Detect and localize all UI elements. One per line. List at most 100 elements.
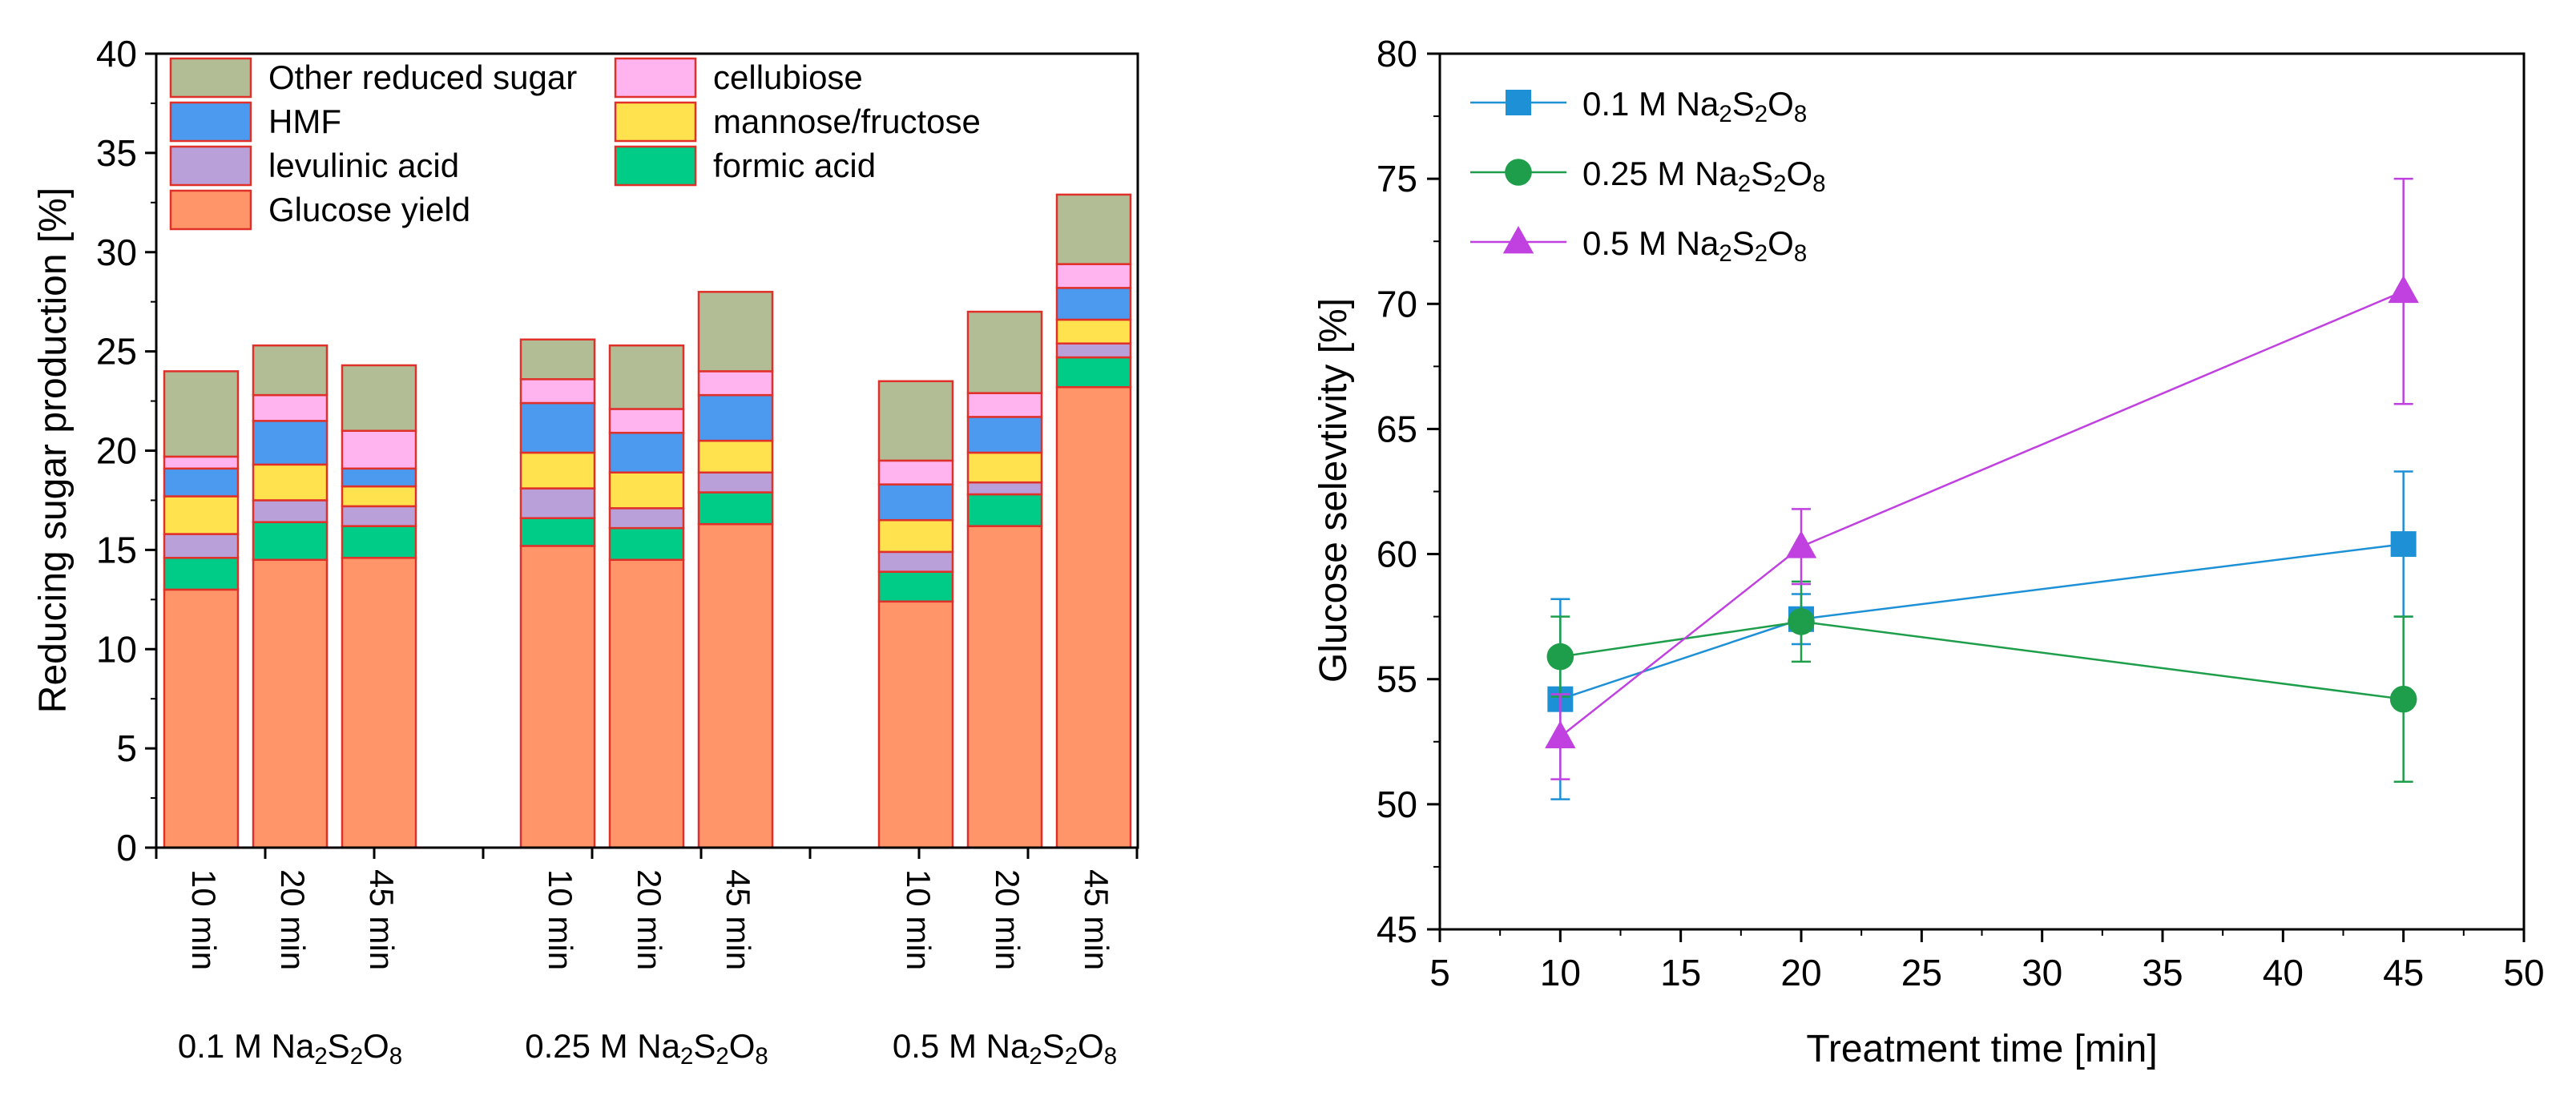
bar-segment-levulinic-acid <box>341 505 417 527</box>
bar-segment-formic-acid <box>877 570 954 603</box>
bar-segment-formic-acid <box>519 517 596 547</box>
x-tick-label: 10 <box>1540 952 1581 993</box>
bar-segment-glucose-yield <box>1055 385 1132 849</box>
subscript-text: 2 <box>1773 171 1786 197</box>
bar-segment-hmf <box>877 483 954 522</box>
bar-segment-cellubiose <box>163 455 240 470</box>
bar-segment-formic-acid <box>966 493 1043 527</box>
subscript-text: 2 <box>1755 101 1768 127</box>
subscript-text: 8 <box>1104 1043 1117 1070</box>
bar-segment-formic-acid <box>341 525 417 559</box>
legend-label: levulinic acid <box>268 147 459 184</box>
subscript-text: 2 <box>716 1043 728 1070</box>
legend: Other reduced sugar cellubiose HMF mannose/… <box>169 57 981 231</box>
series-line <box>1560 620 2404 700</box>
label-text: O <box>1768 224 1794 262</box>
bar-segment-hmf <box>1055 287 1132 321</box>
x-tick-label: 10 min <box>900 869 937 970</box>
data-point-circle <box>1505 159 1532 186</box>
line-chart-glucose-selectivity: 5 10 15 20 25 30 35 40 45 50 45 50 55 60 65 70 75 80 Treat… <box>1312 33 2545 1070</box>
legend-swatch <box>169 57 252 99</box>
bar-segment-other-reduced-sugar <box>608 344 685 410</box>
data-point-triangle <box>1545 720 1576 748</box>
y-tick-label: 70 <box>1377 283 1417 324</box>
bar-segment-other-reduced-sugar <box>697 291 774 373</box>
bar-segment-hmf <box>519 401 596 454</box>
bar-segment-levulinic-acid <box>1055 342 1132 359</box>
label-text: S <box>1732 85 1755 123</box>
bar-segment-mannose-fructose <box>966 451 1043 484</box>
label-text: 0.25 M Na <box>1582 155 1738 192</box>
label-text: S <box>328 1027 350 1065</box>
series-line <box>1559 542 2404 700</box>
group-label: 0.5 M Na2S2O8 <box>893 1027 1117 1070</box>
legend-label: 0.5 M Na2S2O8 <box>1582 224 1807 267</box>
y-tick-label: 35 <box>96 132 137 174</box>
legend-label: 0.25 M Na2S2O8 <box>1582 155 1826 197</box>
bar-segment-mannose-fructose <box>252 463 329 502</box>
subscript-text: 2 <box>314 1043 327 1070</box>
x-tick-label: 45 min <box>720 869 757 970</box>
x-tick-label: 25 <box>1901 952 1942 993</box>
bar-segment-hmf <box>608 431 685 474</box>
label-text: S <box>1751 155 1773 192</box>
label-text: 0.5 M Na <box>1582 224 1719 262</box>
subscript-text: 2 <box>1738 171 1751 197</box>
label-text: S <box>693 1027 716 1065</box>
y-tick-label: 75 <box>1377 158 1417 199</box>
bar-segment-other-reduced-sugar <box>966 310 1043 394</box>
bar-segment-hmf <box>697 393 774 442</box>
x-tick-label: 45 min <box>1078 869 1115 970</box>
label-text: 0.25 M Na <box>525 1027 680 1065</box>
y-tick-label: 5 <box>116 727 137 769</box>
group-label: 0.1 M Na2S2O8 <box>178 1027 402 1070</box>
bar-segment-cellubiose <box>1055 263 1132 289</box>
label-text: O <box>729 1027 756 1065</box>
bar-segment-levulinic-acid <box>697 471 774 494</box>
bar-segment-glucose-yield <box>966 525 1043 849</box>
subscript-text: 2 <box>350 1043 363 1070</box>
bar-segment-formic-acid <box>163 557 240 591</box>
bar-segment-other-reduced-sugar <box>163 370 240 458</box>
x-tick-label: 30 <box>2022 952 2062 993</box>
bar-segment-glucose-yield <box>341 557 417 849</box>
x-tick-label: 10 min <box>185 869 223 970</box>
legend-label: Glucose yield <box>268 191 470 228</box>
legend-label: HMF <box>268 103 341 140</box>
label-text: O <box>1787 155 1813 192</box>
label-text: 0.1 M Na <box>1582 85 1719 123</box>
legend-swatch <box>614 57 697 99</box>
bar-segment-glucose-yield <box>877 600 954 849</box>
y-tick-label: 30 <box>96 232 137 273</box>
subscript-text: 2 <box>1029 1043 1042 1070</box>
bar-segment-other-reduced-sugar <box>1055 193 1132 265</box>
legend-swatch <box>169 145 252 187</box>
label-text: S <box>1042 1027 1065 1065</box>
data-point-triangle <box>1502 226 1534 254</box>
subscript-text: 2 <box>1719 240 1731 267</box>
group-label: 0.25 M Na2S2O8 <box>525 1027 768 1070</box>
legend-label: cellubiose <box>713 58 863 96</box>
bar-segment-levulinic-acid <box>877 550 954 573</box>
y-tick-label: 25 <box>96 331 137 373</box>
data-point-triangle <box>2388 275 2419 304</box>
legend-swatch <box>614 145 697 187</box>
bar-segment-glucose-yield <box>252 558 329 849</box>
bar-segment-glucose-yield <box>697 522 774 849</box>
label-text: O <box>1078 1027 1104 1065</box>
legend-label: mannose/fructose <box>713 103 981 140</box>
y-tick-label: 60 <box>1377 534 1417 575</box>
bar-segment-hmf <box>252 420 329 466</box>
bar-segment-cellubiose <box>252 393 329 422</box>
bar-segment-cellubiose <box>519 378 596 405</box>
bar-segment-other-reduced-sugar <box>877 380 954 462</box>
legend-swatch <box>614 101 697 143</box>
y-tick-label: 40 <box>96 33 137 75</box>
x-tick-label: 20 min <box>274 869 312 970</box>
bar-segment-hmf <box>341 467 417 488</box>
x-tick-label: 10 min <box>542 869 579 970</box>
y-tick-label: 10 <box>96 628 137 670</box>
bar-segment-glucose-yield <box>163 588 240 849</box>
y-tick-label: 50 <box>1377 784 1417 825</box>
